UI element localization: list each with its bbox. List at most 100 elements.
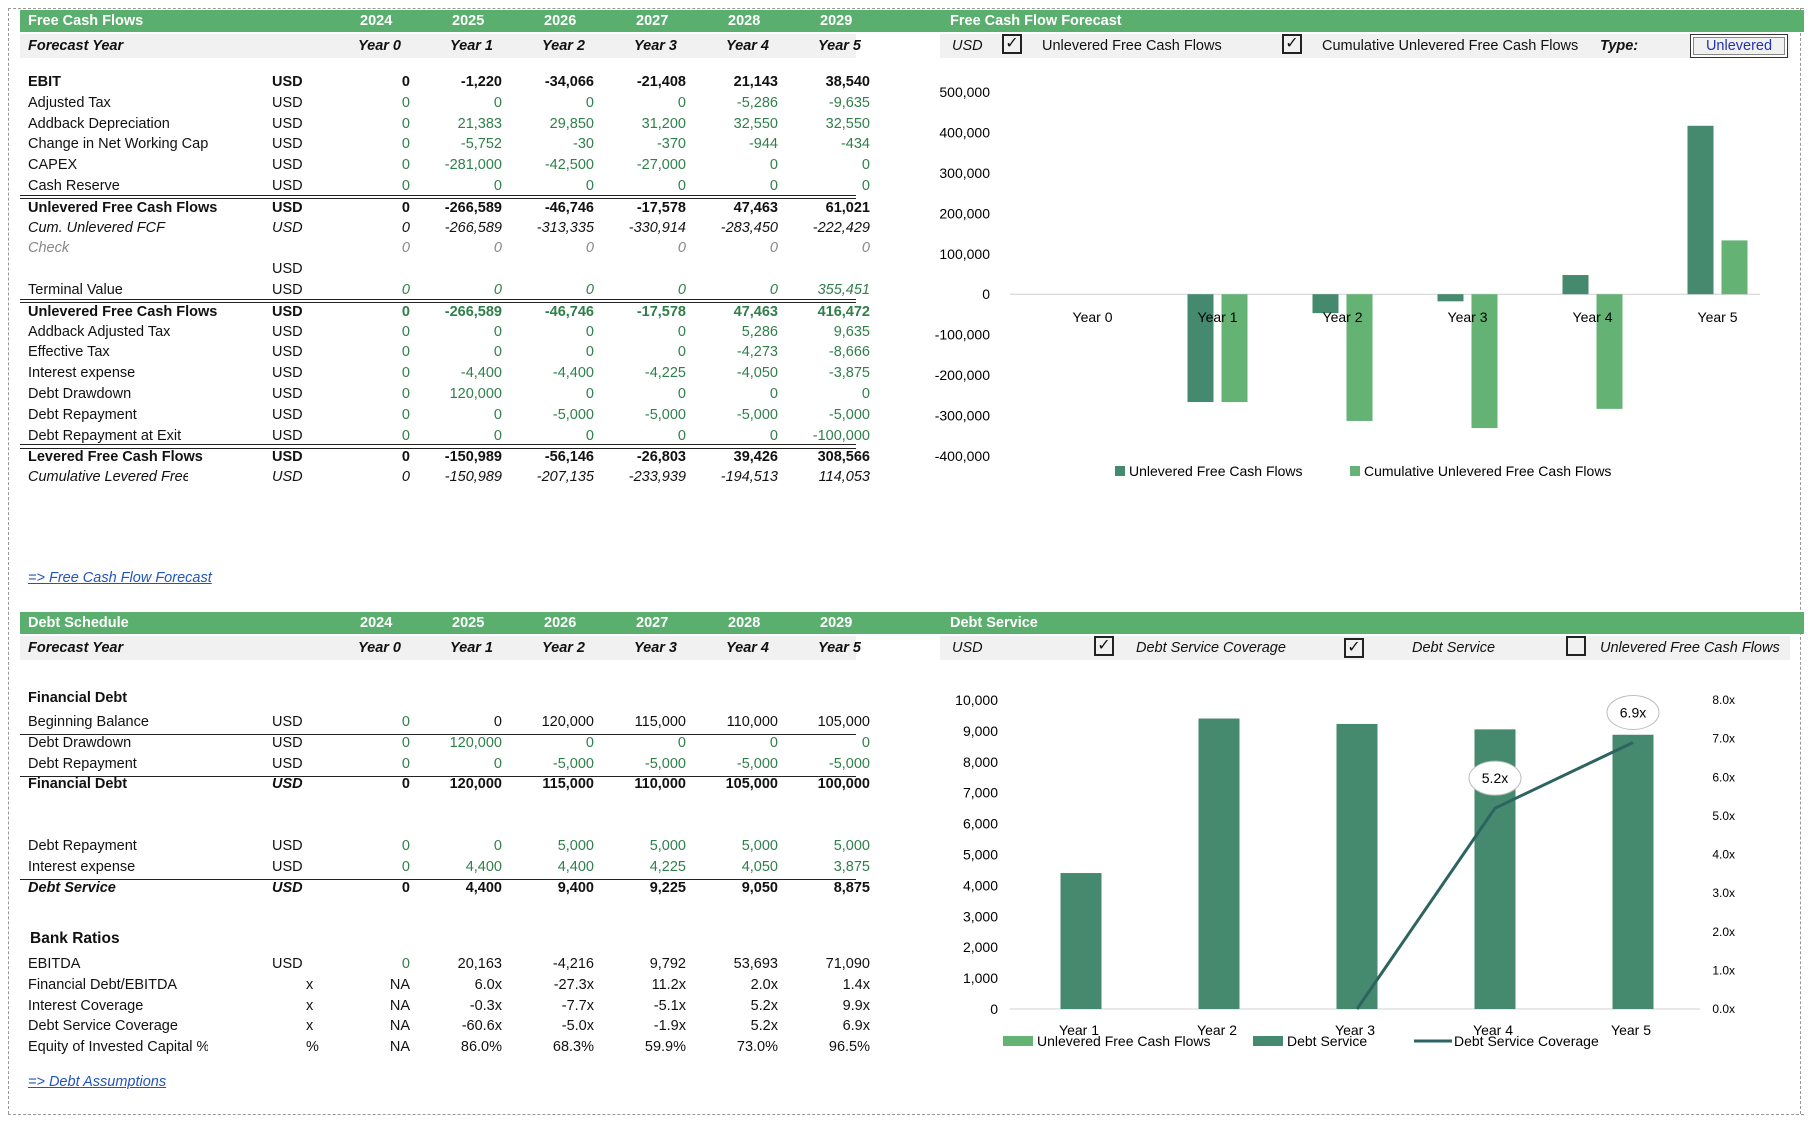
row-value[interactable]: -4,273 (736, 344, 778, 361)
row-value[interactable]: 47,463 (733, 199, 778, 216)
unlevered-fcf-checkbox[interactable]: ✓ (1002, 34, 1022, 54)
row-value[interactable]: -281,000 (444, 157, 502, 174)
row-value[interactable]: -46,746 (544, 303, 594, 320)
row-value[interactable]: 32,550 (825, 115, 870, 132)
row-value[interactable]: -4,216 (552, 956, 594, 972)
row-value[interactable]: 308,566 (817, 449, 870, 466)
row-value[interactable]: -26,803 (636, 449, 686, 466)
row-value[interactable]: -46,746 (544, 199, 594, 216)
row-value[interactable]: -5.0x (561, 1018, 594, 1035)
row-value[interactable]: -17,578 (636, 199, 686, 216)
row-value[interactable]: 0 (769, 734, 778, 751)
row-value[interactable]: 31,200 (641, 115, 686, 132)
row-value[interactable]: 0 (401, 776, 410, 793)
row-value[interactable]: 0 (401, 956, 410, 972)
row-value[interactable]: -207,135 (536, 469, 594, 486)
row-value[interactable]: NA (389, 997, 410, 1014)
unlevered-fcf-checkbox[interactable] (1566, 636, 1586, 656)
row-value[interactable]: 6.0x (474, 976, 502, 993)
row-value[interactable]: 0 (677, 344, 686, 361)
row-value[interactable]: 115,000 (542, 776, 594, 793)
row-value[interactable]: 355,451 (817, 282, 870, 298)
row-value[interactable]: 115,000 (634, 714, 686, 730)
row-value[interactable]: 68.3% (552, 1039, 594, 1056)
row-value[interactable]: 0 (677, 734, 686, 751)
row-value[interactable]: 110,000 (634, 776, 686, 793)
row-value[interactable]: -944 (748, 136, 778, 153)
row-value[interactable]: -4,400 (552, 365, 594, 382)
row-value[interactable]: 0 (677, 386, 686, 402)
row-value[interactable]: -5,000 (644, 406, 686, 423)
row-value[interactable]: -5,000 (552, 755, 594, 772)
row-value[interactable]: 0 (585, 240, 594, 257)
row-value[interactable]: 0 (493, 323, 502, 340)
row-value[interactable]: -27,000 (636, 157, 686, 174)
row-value[interactable]: 0 (861, 386, 870, 402)
row-value[interactable]: 5,000 (649, 838, 686, 854)
row-value[interactable]: -9,635 (828, 94, 870, 111)
row-value[interactable]: 9,400 (557, 879, 594, 896)
row-value[interactable]: -194,513 (720, 469, 778, 486)
row-value[interactable]: 9,635 (833, 323, 870, 340)
row-value[interactable]: -56,146 (544, 449, 594, 466)
row-value[interactable]: -233,939 (628, 469, 686, 486)
row-value[interactable]: 1.4x (842, 976, 870, 993)
row-value[interactable]: -21,408 (636, 74, 686, 90)
row-value[interactable]: 29,850 (549, 115, 594, 132)
row-value[interactable]: -5,000 (552, 406, 594, 423)
row-value[interactable]: 0 (769, 178, 778, 194)
row-value[interactable]: 0 (493, 240, 502, 257)
row-value[interactable]: 4,400 (465, 879, 502, 896)
row-value[interactable]: 38,540 (825, 74, 870, 90)
row-value[interactable]: 0 (401, 157, 410, 174)
row-value[interactable]: 105,000 (725, 776, 778, 793)
row-value[interactable]: 0 (493, 427, 502, 444)
row-value[interactable]: 4,225 (649, 858, 686, 875)
row-value[interactable]: 0 (401, 199, 410, 216)
row-value[interactable]: 0 (401, 303, 410, 320)
row-value[interactable]: 0 (401, 858, 410, 875)
row-value[interactable]: 0 (401, 386, 410, 402)
row-value[interactable]: 0 (585, 427, 594, 444)
row-value[interactable]: 0 (585, 734, 594, 751)
row-value[interactable]: -100,000 (812, 427, 870, 444)
row-value[interactable]: 0 (401, 344, 410, 361)
row-value[interactable]: 0 (861, 240, 870, 257)
row-value[interactable]: 0 (493, 406, 502, 423)
row-value[interactable]: -5,000 (644, 755, 686, 772)
row-value[interactable]: 0 (401, 323, 410, 340)
row-value[interactable]: 5,000 (833, 838, 870, 854)
row-value[interactable]: 4,050 (741, 858, 778, 875)
row-value[interactable]: -4,050 (736, 365, 778, 382)
row-value[interactable]: 0 (401, 879, 410, 896)
row-value[interactable]: 0 (585, 344, 594, 361)
row-value[interactable]: 0 (493, 838, 502, 854)
row-value[interactable]: 416,472 (817, 303, 870, 320)
row-value[interactable]: 32,550 (733, 115, 778, 132)
row-value[interactable]: 0 (585, 178, 594, 194)
row-value[interactable]: 0 (401, 469, 410, 486)
row-value[interactable]: -5,000 (736, 406, 778, 423)
row-value[interactable]: -8,666 (828, 344, 870, 361)
row-value[interactable]: 53,693 (733, 956, 778, 972)
row-value[interactable]: 100,000 (817, 776, 870, 793)
row-value[interactable]: 21,383 (457, 115, 502, 132)
fcf-forecast-link[interactable]: => Free Cash Flow Forecast (28, 570, 212, 586)
row-value[interactable]: NA (389, 1039, 410, 1056)
row-value[interactable]: 110,000 (726, 714, 778, 730)
row-value[interactable]: 39,426 (733, 449, 778, 466)
row-value[interactable]: 0 (585, 323, 594, 340)
row-value[interactable]: -434 (840, 136, 870, 153)
row-value[interactable]: 47,463 (733, 303, 778, 320)
row-value[interactable]: 0 (677, 178, 686, 194)
row-value[interactable]: -1,220 (460, 74, 502, 90)
row-value[interactable]: -150,989 (444, 469, 502, 486)
row-value[interactable]: 0 (585, 94, 594, 111)
row-value[interactable]: 0 (677, 427, 686, 444)
row-value[interactable]: -266,589 (444, 199, 502, 216)
row-value[interactable]: 0 (769, 157, 778, 174)
row-value[interactable]: 96.5% (828, 1039, 870, 1056)
row-value[interactable]: 5,286 (741, 323, 778, 340)
row-value[interactable]: 0 (493, 344, 502, 361)
row-value[interactable]: 20,163 (457, 956, 502, 972)
